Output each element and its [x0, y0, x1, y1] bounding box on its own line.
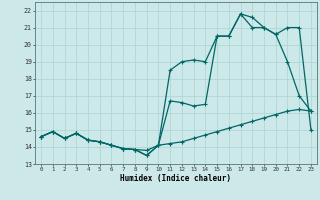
- X-axis label: Humidex (Indice chaleur): Humidex (Indice chaleur): [121, 174, 231, 183]
